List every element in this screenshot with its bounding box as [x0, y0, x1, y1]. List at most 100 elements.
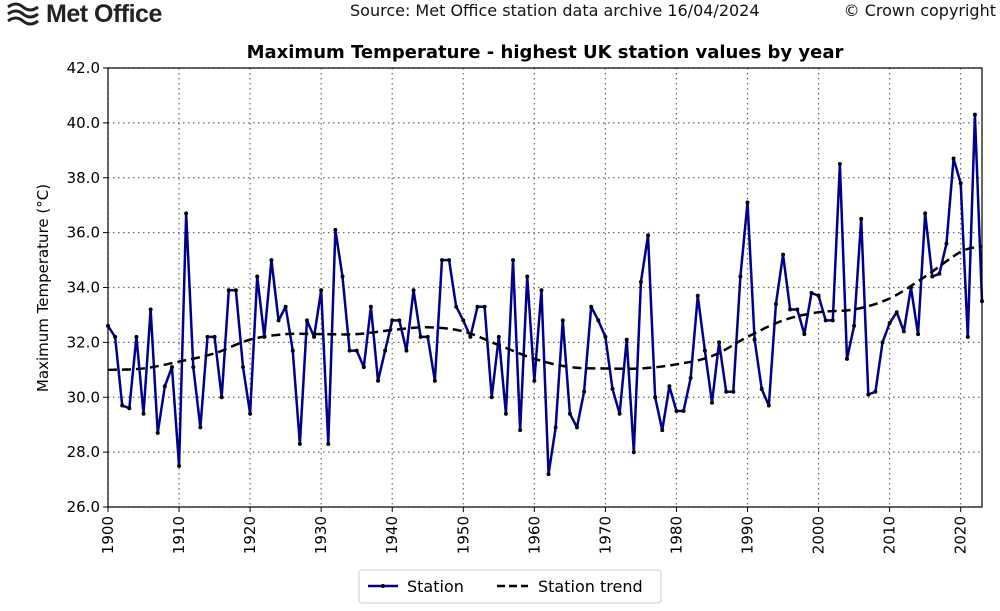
station-data-point [830, 318, 835, 323]
station-data-point [290, 348, 295, 353]
station-data-point [468, 334, 473, 339]
station-data-point [638, 280, 643, 285]
series [106, 112, 984, 477]
x-tick-label: 1930 [312, 516, 330, 554]
station-data-point [276, 318, 281, 323]
station-data-point [482, 304, 487, 309]
station-data-point [404, 348, 409, 353]
station-data-point [745, 200, 750, 205]
source-text: Source: Met Office station data archive … [350, 1, 760, 20]
station-data-point [923, 211, 928, 216]
y-tick-label: 28.0 [67, 443, 100, 461]
y-tick-label: 34.0 [67, 279, 100, 297]
station-data-point [866, 392, 871, 397]
station-data-point [603, 334, 608, 339]
station-data-point [958, 181, 963, 186]
logo-text: Met Office [46, 0, 162, 28]
station-data-point [340, 274, 345, 279]
y-axis-label: Maximum Temperature (°C) [34, 184, 52, 392]
y-tick-label: 36.0 [67, 224, 100, 242]
station-data-point [248, 411, 253, 416]
station-data-point [333, 227, 338, 232]
station-data-point [518, 428, 523, 433]
station-data-point [532, 378, 537, 383]
station-data-point [702, 348, 707, 353]
station-data-point [731, 389, 736, 394]
station-data-point [724, 389, 729, 394]
x-tick-label: 1990 [739, 516, 757, 554]
station-data-point [560, 318, 565, 323]
legend: Station Station trend [358, 569, 662, 604]
station-data-point [361, 365, 366, 370]
y-tick-label: 42.0 [67, 59, 100, 77]
station-data-point [631, 450, 636, 455]
station-data-point [226, 288, 231, 293]
legend-trend-label: Station trend [538, 577, 643, 596]
station-data-point [859, 216, 864, 221]
station-data-point [425, 334, 430, 339]
met-office-wave-icon [7, 2, 39, 25]
x-tick-label: 2000 [810, 516, 828, 554]
station-data-point [368, 304, 373, 309]
station-data-point [717, 340, 722, 345]
station-data-point [759, 387, 764, 392]
station-data-point [233, 288, 238, 293]
station-data-point [269, 258, 274, 263]
station-data-point [376, 378, 381, 383]
station-data-point [447, 258, 452, 263]
station-data-point [169, 365, 174, 370]
station-data-point [219, 395, 224, 400]
station-data-point [823, 318, 828, 323]
station-data-point [390, 318, 395, 323]
station-data-point [319, 288, 324, 293]
x-tick-label: 2010 [881, 516, 899, 554]
station-data-point [766, 403, 771, 408]
station-data-point [134, 334, 139, 339]
station-series-line [106, 113, 984, 476]
x-tick-label: 2020 [952, 516, 970, 554]
station-data-point [411, 288, 416, 293]
y-tick-label: 40.0 [67, 114, 100, 132]
station-data-point [852, 323, 857, 328]
legend-station-label: Station [407, 577, 464, 596]
station-data-point [418, 334, 423, 339]
station-data-point [553, 425, 558, 430]
station-data-point [596, 318, 601, 323]
chart-title: Maximum Temperature - highest UK station… [247, 42, 844, 63]
station-data-point [880, 340, 885, 345]
station-data-point [837, 162, 842, 167]
station-data-point [503, 411, 508, 416]
x-tick-label: 1920 [241, 516, 259, 554]
station-data-point [326, 441, 331, 446]
station-data-point [887, 321, 892, 326]
station-data-point [709, 400, 714, 405]
station-data-point [589, 304, 594, 309]
station-data-point [198, 425, 203, 430]
station-data-point [461, 318, 466, 323]
station-data-point [688, 376, 693, 381]
station-data-point [944, 241, 949, 246]
station-data-point [695, 293, 700, 298]
station-data-point [127, 406, 132, 411]
station-data-point [951, 156, 956, 161]
station-data-point [781, 252, 786, 257]
station-data-point [113, 334, 118, 339]
station-data-point [191, 365, 196, 370]
station-data-point [439, 258, 444, 263]
station-data-point [681, 408, 686, 413]
station-data-point [894, 310, 899, 315]
station-data-point [646, 233, 651, 238]
y-tick-label: 26.0 [67, 498, 100, 516]
x-tick-label: 1970 [596, 516, 614, 554]
station-data-point [873, 389, 878, 394]
grid [107, 67, 982, 508]
station-data-point [752, 337, 757, 342]
x-tick-label: 1910 [170, 516, 188, 554]
station-data-point [653, 395, 658, 400]
station-data-point [162, 384, 167, 389]
station-data-point [582, 389, 587, 394]
station-data-point [972, 112, 977, 117]
station-data-point [901, 329, 906, 334]
station-data-point [283, 304, 288, 309]
